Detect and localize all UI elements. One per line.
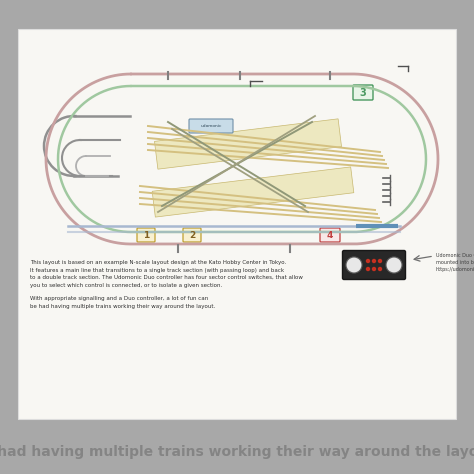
Text: 3: 3	[360, 88, 366, 98]
Text: be had having multiple trains working their way around the layout.: be had having multiple trains working th…	[0, 445, 474, 459]
Circle shape	[366, 259, 370, 263]
Circle shape	[372, 267, 376, 271]
Text: Udomonic Duo Controller
mounted into baseboard front panel
https://udomonic.com/: Udomonic Duo Controller mounted into bas…	[436, 253, 474, 272]
Bar	[152, 167, 354, 217]
Text: This layout is based on an example N-scale layout design at the Kato Hobby Cente: This layout is based on an example N-sca…	[30, 260, 303, 288]
Circle shape	[366, 267, 370, 271]
Circle shape	[378, 259, 382, 263]
FancyBboxPatch shape	[189, 119, 233, 133]
FancyBboxPatch shape	[183, 228, 201, 242]
Circle shape	[378, 267, 382, 271]
Text: 2: 2	[189, 230, 195, 239]
Bar	[155, 119, 341, 169]
Text: udomonic: udomonic	[201, 124, 222, 128]
Circle shape	[372, 259, 376, 263]
Text: 1: 1	[143, 230, 149, 239]
FancyBboxPatch shape	[18, 29, 456, 419]
FancyBboxPatch shape	[353, 85, 373, 100]
Circle shape	[346, 257, 362, 273]
Text: 4: 4	[327, 230, 333, 239]
FancyBboxPatch shape	[137, 228, 155, 242]
Text: With appropriate signalling and a Duo controller, a lot of fun can
be had having: With appropriate signalling and a Duo co…	[30, 296, 215, 309]
FancyBboxPatch shape	[343, 250, 405, 280]
FancyBboxPatch shape	[320, 228, 340, 242]
Circle shape	[386, 257, 402, 273]
